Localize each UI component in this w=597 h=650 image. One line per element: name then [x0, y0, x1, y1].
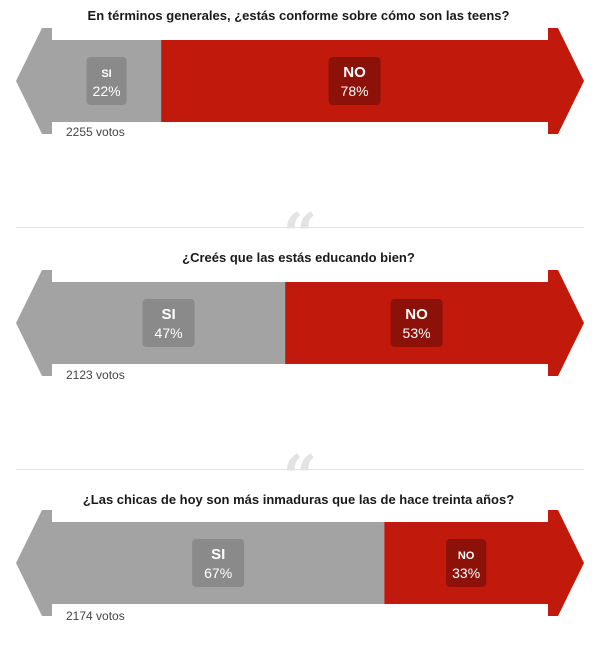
poll-bar-chart: SI 22% NO 78% — [16, 28, 584, 134]
category-label: SI — [161, 306, 175, 323]
si-badge: SI 47% — [142, 299, 195, 347]
no-badge: NO 33% — [446, 539, 487, 587]
poll-question: ¿Creés que las estás educando bien? — [182, 250, 415, 265]
value-label: 47% — [155, 325, 183, 341]
section-divider — [16, 227, 584, 228]
section-divider — [16, 469, 584, 470]
category-label: SI — [101, 68, 111, 80]
si-badge: SI 67% — [192, 539, 245, 587]
no-badge: NO 53% — [390, 299, 443, 347]
category-label: NO — [343, 64, 366, 81]
quote-icon: “ — [282, 201, 318, 271]
votes-count: 2174 votos — [66, 609, 125, 623]
si-badge: SI 22% — [86, 57, 127, 105]
quote-icon: “ — [282, 443, 318, 513]
value-label: 67% — [204, 565, 232, 581]
poll-question: ¿Las chicas de hoy son más inmaduras que… — [82, 492, 515, 507]
no-badge: NO 78% — [328, 57, 381, 105]
value-label: 33% — [452, 565, 480, 581]
poll-question: En términos generales, ¿estás conforme s… — [87, 8, 510, 23]
poll-bar-chart: SI 47% NO 53% — [16, 270, 584, 376]
value-label: 53% — [403, 325, 431, 341]
poll-bar-chart: SI 67% NO 33% — [16, 510, 584, 616]
value-label: 22% — [93, 83, 121, 99]
value-label: 78% — [341, 83, 369, 99]
category-label: NO — [458, 550, 475, 562]
votes-count: 2123 votos — [66, 368, 125, 382]
category-label: SI — [211, 546, 225, 563]
votes-count: 2255 votos — [66, 125, 125, 139]
category-label: NO — [405, 306, 428, 323]
